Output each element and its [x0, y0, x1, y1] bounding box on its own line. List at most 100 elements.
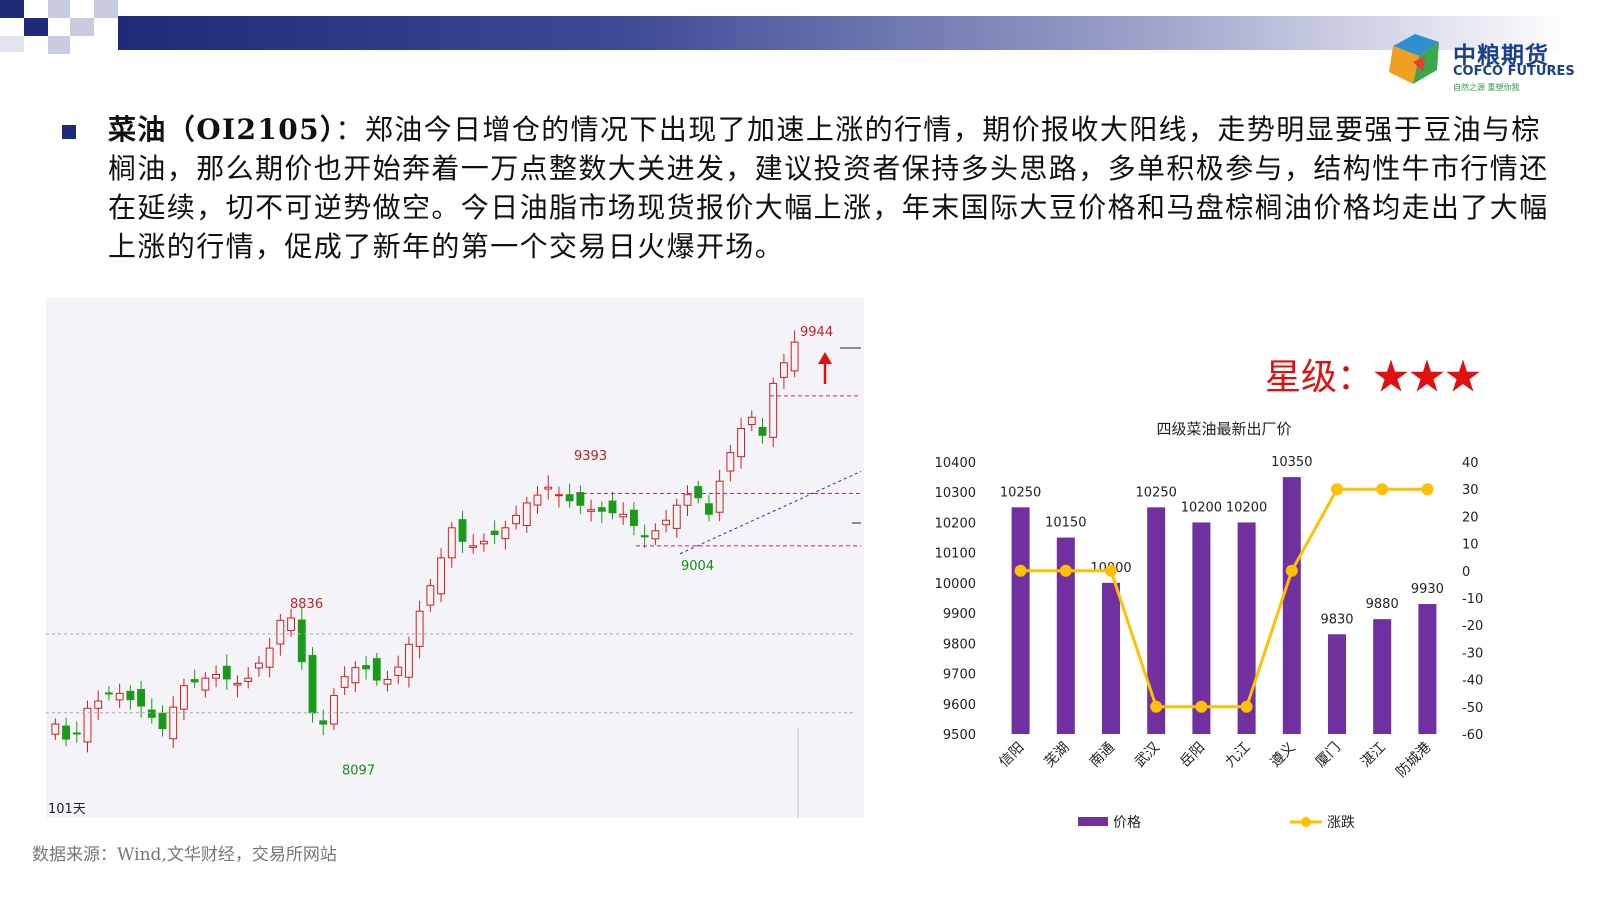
- logo-english-name: COFCO FUTURES: [1453, 64, 1575, 79]
- candle-body: [780, 362, 788, 378]
- bar-value-label: 10250: [1136, 485, 1177, 500]
- category-label: 芜湖: [1041, 739, 1073, 771]
- candle-body: [362, 665, 370, 670]
- rating-label: 星级：: [1265, 357, 1374, 398]
- candle-body: [244, 677, 253, 682]
- candle-body: [169, 706, 178, 740]
- candle-body: [115, 692, 124, 701]
- candle-body: [480, 540, 488, 545]
- category-label: 武汉: [1132, 740, 1163, 771]
- category-label: 岳阳: [1177, 740, 1208, 771]
- price-bar: [1373, 619, 1392, 734]
- candle-body: [222, 665, 231, 680]
- bar-value-label: 9880: [1366, 597, 1399, 612]
- candle-body: [383, 678, 392, 685]
- candle-body: [544, 486, 553, 490]
- change-point: [1331, 483, 1343, 496]
- candle-body: [597, 507, 606, 512]
- legend-line-swatch: [1301, 817, 1311, 827]
- change-point: [1240, 700, 1253, 713]
- price-bar: [1418, 604, 1437, 734]
- category-label: 南通: [1087, 740, 1118, 771]
- candle-body: [308, 655, 317, 714]
- candle-body: [62, 725, 70, 740]
- candle-body: [769, 382, 778, 438]
- candlestick-svg: 9944 9393 9004 8836 8097 101天: [46, 325, 862, 818]
- price-bar: [1282, 477, 1301, 734]
- change-point: [1150, 700, 1163, 713]
- candle-body: [415, 610, 424, 647]
- right-axis-tick-label: -20: [1462, 619, 1483, 634]
- candle-body: [630, 509, 638, 527]
- change-point: [1285, 564, 1298, 577]
- change-point: [1105, 564, 1117, 577]
- change-line: [1020, 487, 1428, 709]
- price-bar: [1056, 537, 1075, 734]
- candle-body: [458, 519, 467, 542]
- price-annotation: 8836: [290, 597, 323, 612]
- candle-body: [608, 500, 617, 514]
- chart-title: 四级菜油最新出厂价: [1156, 420, 1291, 438]
- candle-body: [330, 694, 338, 725]
- price-bar: [1102, 582, 1120, 734]
- candle-body: [694, 486, 703, 499]
- category-label: 厦门: [1313, 740, 1344, 771]
- left-axis-tick-label: 9500: [943, 728, 976, 743]
- candle-body: [287, 617, 295, 631]
- candle-body: [758, 426, 767, 436]
- candle-body: [522, 502, 531, 527]
- candle-body: [490, 530, 499, 536]
- candle-body: [555, 494, 563, 497]
- candle-body: [619, 513, 628, 518]
- candle-body: [587, 509, 596, 512]
- candle-body: [501, 527, 510, 540]
- right-axis-tick-label: -30: [1462, 646, 1483, 661]
- change-point: [1421, 483, 1434, 496]
- candle-body: [351, 667, 360, 684]
- change-point: [1059, 564, 1072, 577]
- candle-body: [105, 692, 113, 695]
- candle-body: [683, 494, 692, 506]
- right-axis-tick-label: 20: [1462, 510, 1479, 525]
- data-source: 数据来源：Wind,文华财经，交易所网站: [32, 845, 337, 865]
- candle-body: [297, 619, 306, 663]
- candle-body: [83, 707, 92, 743]
- legend-label: 价格: [1113, 815, 1141, 831]
- bar-value-label: 10150: [1045, 516, 1086, 531]
- left-axis-tick-label: 10300: [935, 486, 976, 501]
- logo-cube-icon: [1389, 34, 1439, 84]
- left-axis-tick-label: 9900: [943, 607, 976, 622]
- price-bar: [1011, 507, 1030, 734]
- period-label: 101天: [48, 802, 86, 817]
- header-square: [70, 18, 94, 36]
- change-point: [1376, 483, 1389, 496]
- left-axis-tick-label: 10200: [935, 516, 976, 531]
- candle-body: [640, 535, 649, 538]
- candle-body: [319, 720, 328, 725]
- candle-body: [126, 690, 135, 701]
- right-axis-tick-label: -60: [1462, 728, 1483, 743]
- candle-body: [276, 619, 285, 645]
- candle-body: [405, 643, 413, 678]
- price-bar: [1192, 522, 1211, 734]
- candle-body: [533, 494, 542, 506]
- up-arrow-icon: [818, 352, 832, 364]
- right-axis-tick-label: 0: [1462, 565, 1470, 580]
- price-bar: [1237, 522, 1256, 734]
- company-logo: 中粮期货 COFCO FUTURES 自然之源 重塑你我: [1383, 28, 1583, 98]
- candle-body: [265, 647, 274, 668]
- candles-group: [51, 330, 799, 753]
- header-band: [118, 16, 1568, 50]
- left-axis-tick-label: 9800: [943, 637, 976, 652]
- candle-body: [672, 504, 681, 529]
- bar-value-label: 10250: [1000, 485, 1041, 500]
- candle-body: [437, 557, 445, 595]
- candle-body: [255, 662, 263, 669]
- candle-body: [512, 514, 520, 525]
- category-label: 信阳: [996, 740, 1027, 771]
- candle-body: [147, 709, 156, 718]
- left-axis-tick-label: 9700: [943, 668, 976, 683]
- header-square: [48, 0, 70, 18]
- category-label: 九江: [1222, 740, 1253, 771]
- right-axis-tick-label: -50: [1462, 701, 1483, 716]
